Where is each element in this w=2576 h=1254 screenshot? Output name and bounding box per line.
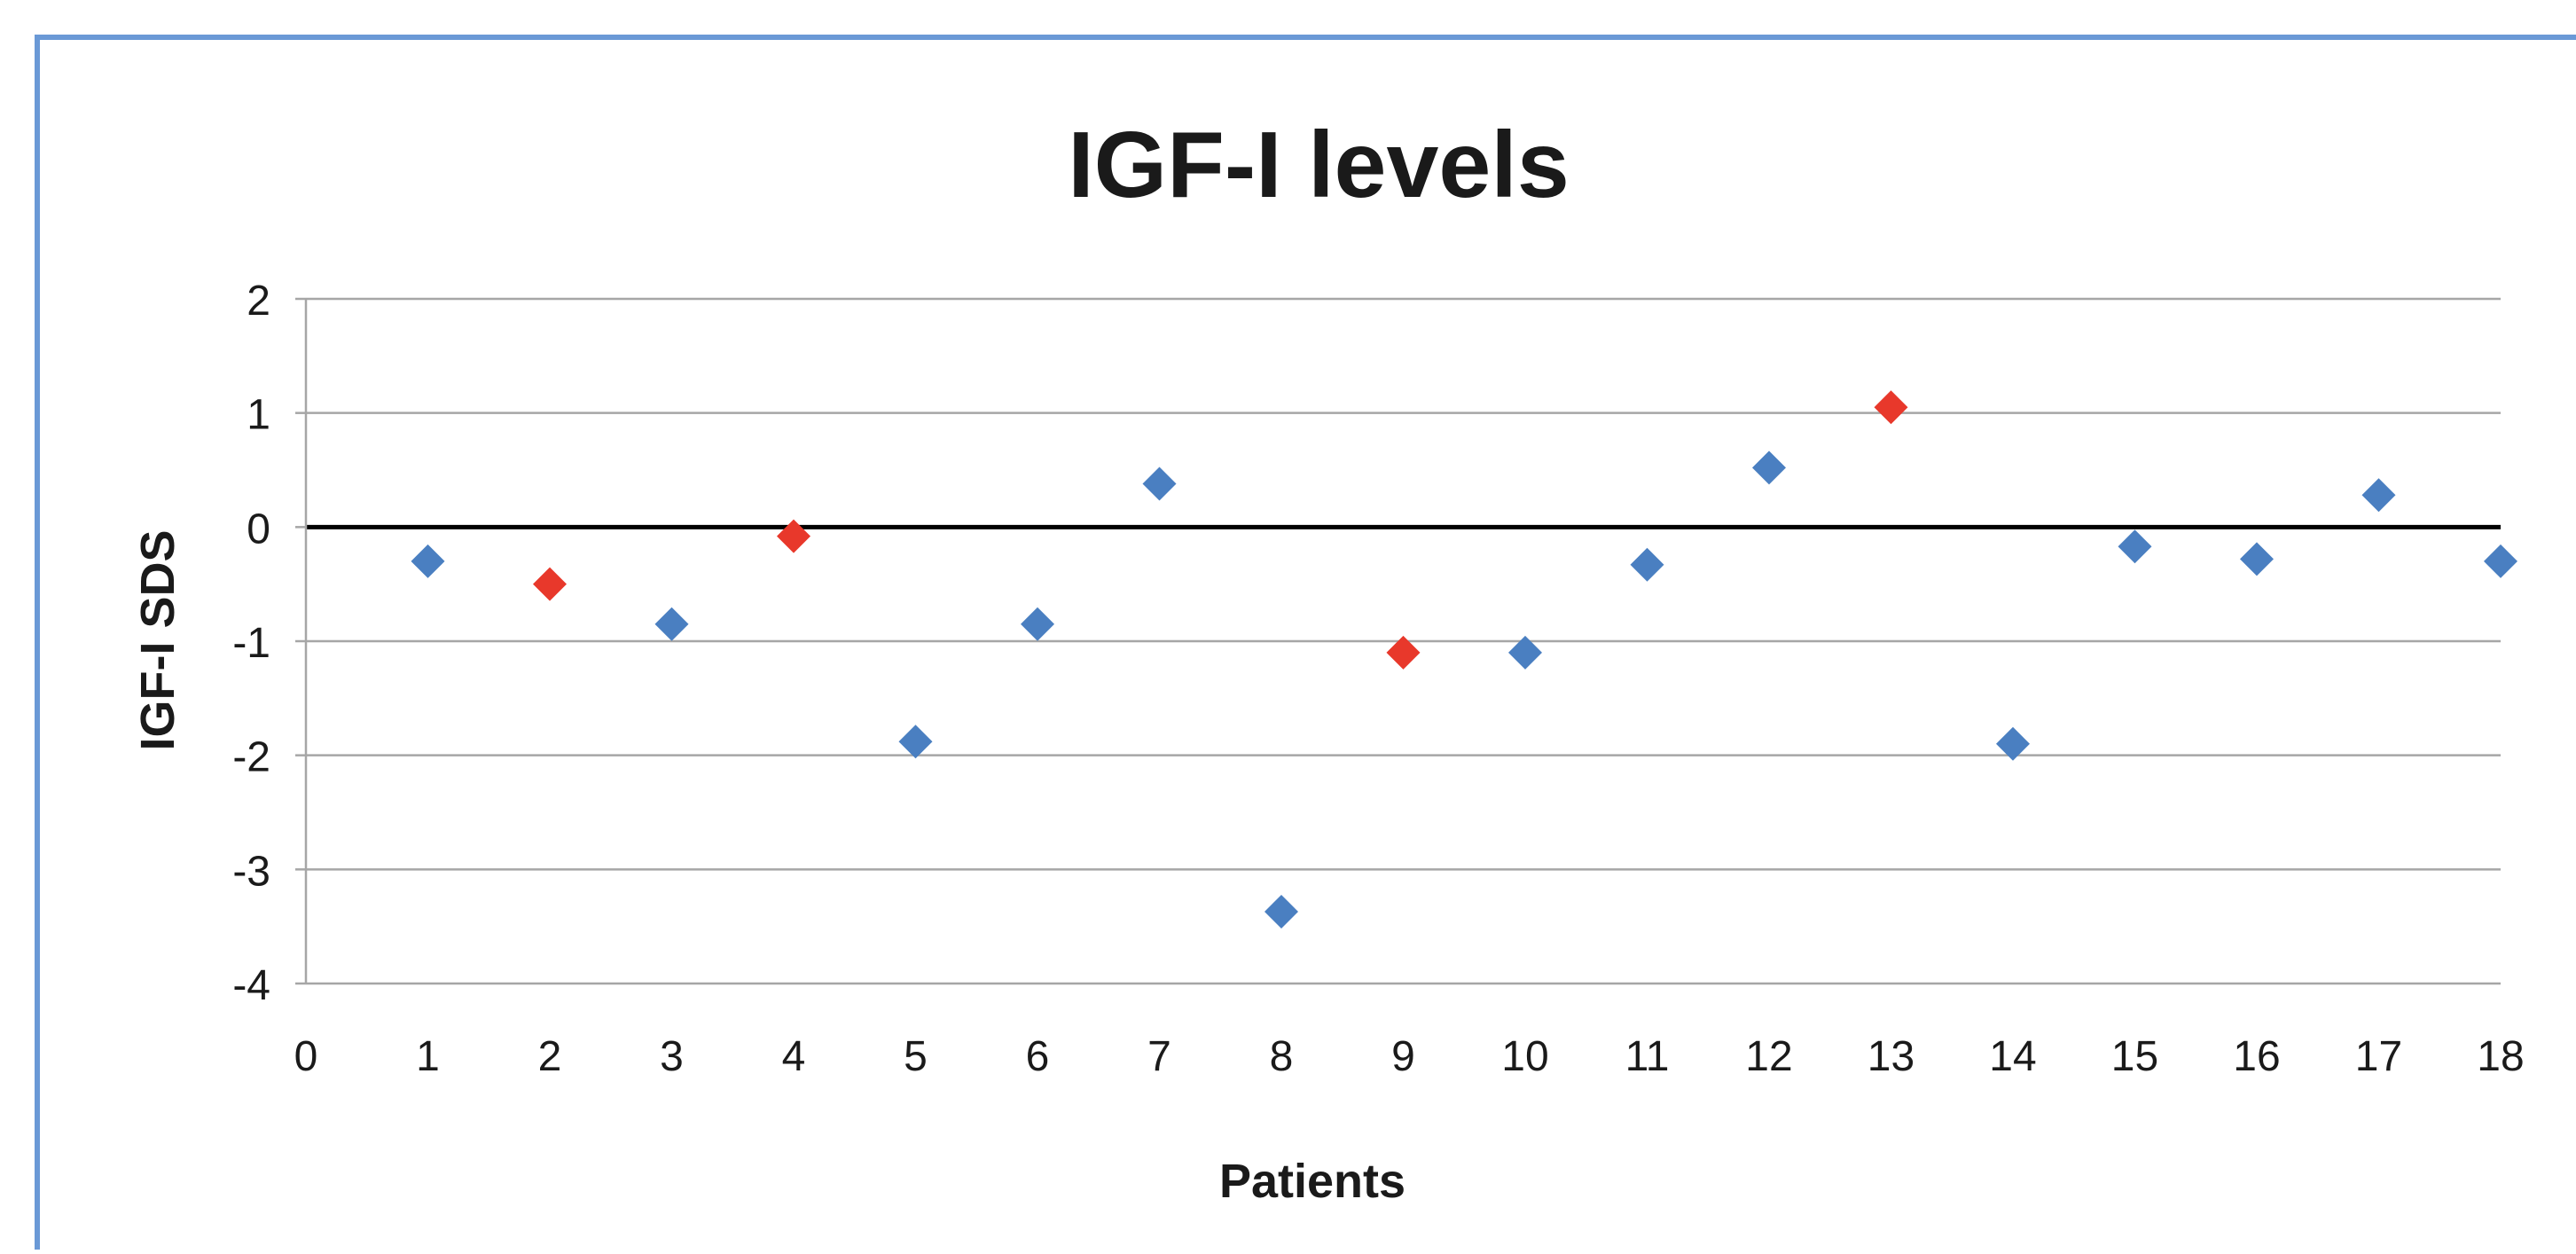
data-point-blue (1265, 894, 1298, 929)
x-tick-label: 18 (2477, 1033, 2524, 1080)
data-point-blue (2484, 544, 2517, 578)
data-point-blue (2118, 529, 2152, 564)
x-tick-label: 9 (1391, 1033, 1415, 1080)
x-tick-label: 17 (2355, 1033, 2402, 1080)
x-tick-label: 14 (1989, 1033, 2036, 1080)
x-tick-label: 5 (904, 1033, 928, 1080)
y-tick-label: -2 (232, 734, 270, 781)
data-point-blue (1508, 635, 1542, 670)
y-tick-label: -4 (232, 962, 270, 1009)
data-point-blue (411, 544, 445, 578)
x-tick-label: 12 (1745, 1033, 1792, 1080)
data-point-blue (2240, 542, 2274, 576)
data-point-blue (1752, 451, 1786, 485)
data-points (411, 390, 2517, 929)
data-point-red (777, 519, 810, 553)
x-tick-label: 0 (294, 1033, 318, 1080)
axes: 210-1-2-3-40 1 2 3 4 5 6 7 8 9 10 11 12 13 14 15 16 17 18 (232, 278, 2524, 1080)
x-tick-label: 16 (2233, 1033, 2280, 1080)
x-tick-label: 13 (1867, 1033, 1914, 1080)
data-point-red (1874, 390, 1908, 425)
data-point-blue (1142, 466, 1177, 501)
data-point-blue (1996, 726, 2030, 761)
data-point-blue (1021, 607, 1054, 641)
x-tick-label: 11 (1625, 1033, 1670, 1080)
y-tick-label: 2 (247, 278, 270, 325)
y-tick-label: -3 (232, 848, 270, 895)
x-tick-label: 3 (660, 1033, 684, 1080)
data-point-blue (2361, 478, 2396, 513)
data-point-blue (1630, 547, 1664, 582)
x-axis-label: Patients (1219, 1155, 1405, 1208)
y-tick-label: -1 (232, 620, 270, 667)
x-tick-label: 2 (538, 1033, 562, 1080)
data-point-red (1386, 635, 1421, 670)
data-point-blue (654, 607, 689, 641)
y-tick-label: 0 (247, 506, 270, 553)
x-tick-label: 7 (1147, 1033, 1171, 1080)
x-tick-label: 15 (2111, 1033, 2158, 1080)
y-tick-label: 1 (247, 392, 270, 439)
chart-title: IGF-I levels (1068, 113, 1570, 217)
x-tick-label: 1 (416, 1033, 440, 1080)
x-tick-label: 10 (1501, 1033, 1548, 1080)
x-tick-label: 4 (782, 1033, 806, 1080)
x-tick-label: 6 (1026, 1033, 1050, 1080)
gridlines (306, 297, 2501, 985)
data-point-blue (898, 725, 933, 759)
data-point-red (533, 567, 567, 601)
chart-border (35, 35, 2576, 1254)
y-axis-label: IGF-I SDS (131, 529, 184, 750)
x-tick-label: 8 (1270, 1033, 1294, 1080)
